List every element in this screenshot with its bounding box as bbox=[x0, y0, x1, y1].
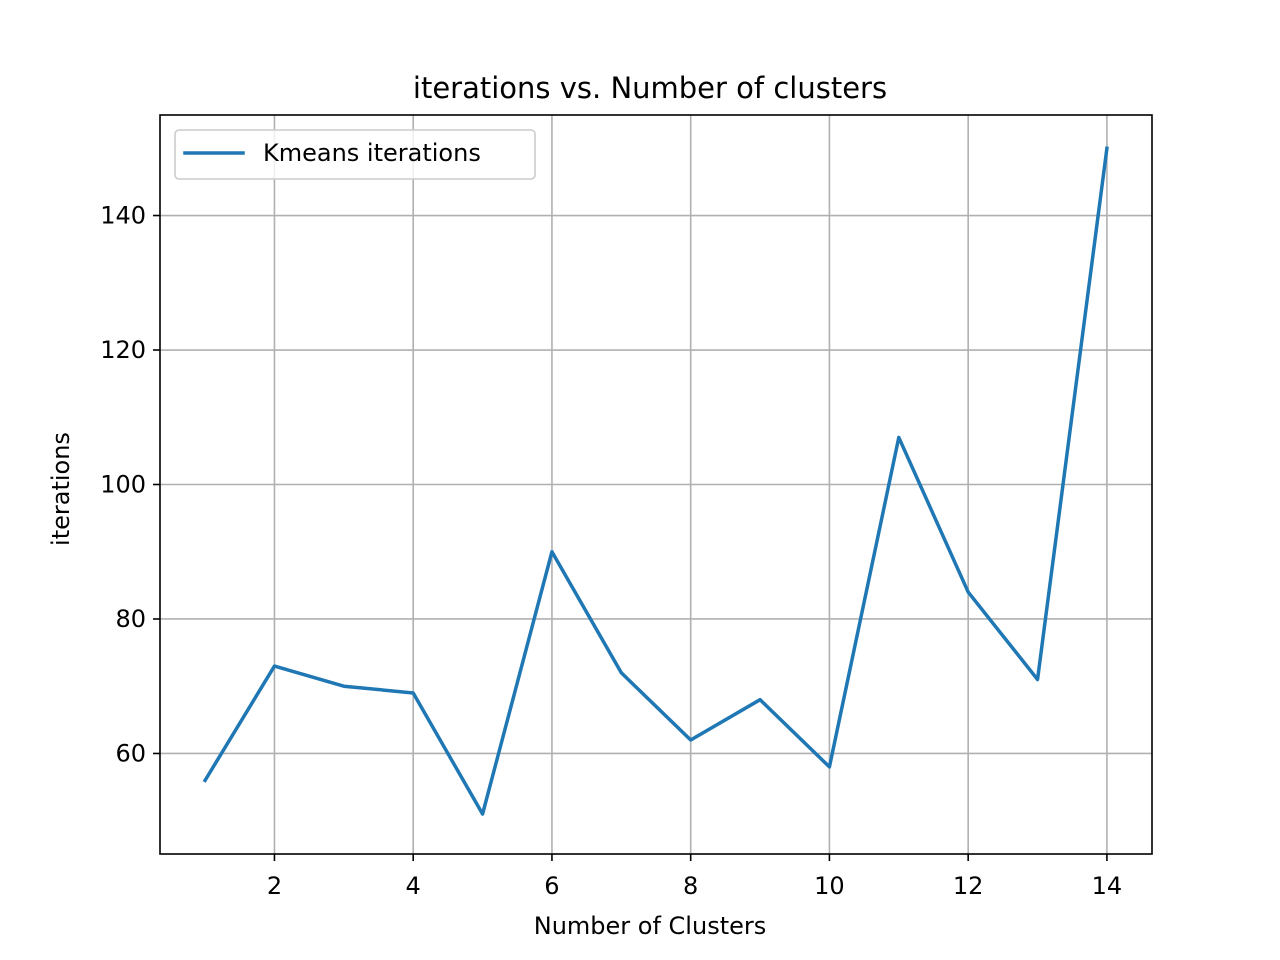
x-axis-ticks: 2 4 6 8 10 12 14 bbox=[267, 854, 1122, 900]
legend: Kmeans iterations bbox=[174, 129, 536, 180]
x-tick-label: 2 bbox=[267, 872, 282, 900]
y-tick-label: 80 bbox=[115, 605, 146, 633]
x-tick-label: 6 bbox=[544, 872, 559, 900]
legend-entry-kmeans-iterations: Kmeans iterations bbox=[263, 139, 481, 167]
y-axis-label: iterations bbox=[47, 432, 75, 546]
y-tick-label: 60 bbox=[115, 739, 146, 767]
y-tick-label: 120 bbox=[100, 336, 146, 364]
y-tick-label: 100 bbox=[100, 471, 146, 499]
y-axis-ticks: 60 80 100 120 140 bbox=[100, 202, 160, 767]
grid bbox=[160, 115, 1152, 854]
chart-title: iterations vs. Number of clusters bbox=[413, 71, 887, 105]
y-tick-label: 140 bbox=[100, 202, 146, 230]
x-tick-label: 12 bbox=[953, 872, 984, 900]
x-tick-label: 10 bbox=[814, 872, 845, 900]
x-tick-label: 4 bbox=[406, 872, 421, 900]
series-line-0 bbox=[202, 146, 1109, 816]
series-layer bbox=[202, 146, 1109, 816]
legend-box bbox=[174, 129, 536, 180]
x-tick-label: 8 bbox=[683, 872, 698, 900]
x-axis-label: Number of Clusters bbox=[534, 912, 767, 940]
x-tick-label: 14 bbox=[1092, 872, 1123, 900]
